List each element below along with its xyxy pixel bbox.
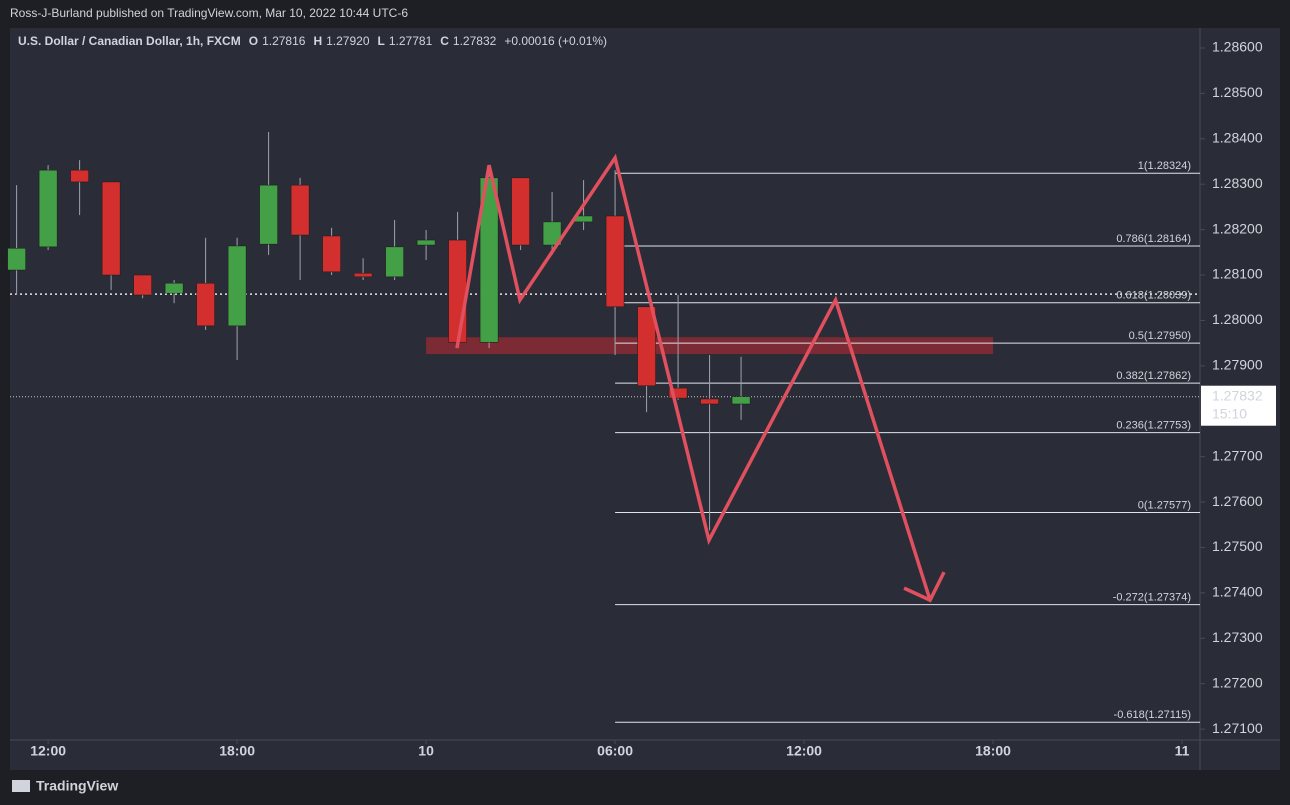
- y-tick-label: 1.27900: [1212, 357, 1263, 373]
- legend-ohlc: C: [440, 34, 449, 48]
- candle-body: [227, 245, 247, 327]
- countdown: 15:10: [1212, 405, 1247, 421]
- candle-body: [290, 184, 310, 236]
- candle-body: [353, 272, 373, 278]
- candle-body: [38, 169, 58, 248]
- y-tick-label: 1.28300: [1212, 175, 1263, 191]
- publisher: Ross-J-Burland published on TradingView.…: [10, 6, 408, 20]
- x-tick-label: 06:00: [597, 743, 633, 759]
- legend-ohlc: +0.00016 (+0.01%): [504, 34, 607, 48]
- candle-body: [668, 387, 688, 399]
- fib-label: 0.5(1.27950): [1129, 330, 1191, 342]
- legend-ohlc: 1.27832: [453, 34, 497, 48]
- y-tick-label: 1.28600: [1212, 39, 1263, 55]
- last-price-label: 1.27832: [1212, 387, 1263, 403]
- fib-label: 0.618(1.28039): [1116, 290, 1191, 302]
- y-tick-label: 1.27200: [1212, 674, 1263, 690]
- last-price-box: [1201, 385, 1276, 426]
- candle-body: [448, 239, 467, 343]
- fib-label: -0.618(1.27115): [1114, 709, 1191, 721]
- y-tick-label: 1.27100: [1212, 720, 1263, 736]
- y-tick-label: 1.28500: [1212, 84, 1263, 100]
- y-tick-label: 1.28400: [1212, 129, 1263, 145]
- y-tick-label: 1.27500: [1212, 538, 1263, 554]
- y-tick-label: 1.28100: [1212, 266, 1263, 282]
- arrow-head: [903, 571, 946, 603]
- candle-body: [70, 169, 89, 183]
- fib-label: -0.272(1.27374): [1113, 592, 1191, 604]
- candle-body: [385, 246, 404, 278]
- chart-panel: [10, 28, 1280, 770]
- y-tick-label: 1.27300: [1212, 629, 1263, 645]
- x-tick-label: 18:00: [219, 743, 255, 759]
- candle-body: [101, 181, 121, 276]
- y-tick-label: 1.28000: [1212, 311, 1263, 327]
- y-tick-label: 1.27700: [1212, 447, 1263, 463]
- legend-ohlc: 1.27816: [262, 34, 306, 48]
- brand-logo: [12, 780, 30, 792]
- fib-label: 0(1.27577): [1138, 499, 1191, 511]
- legend-ohlc: O: [249, 34, 258, 48]
- legend-ohlc: 1.27781: [389, 34, 433, 48]
- candle-body: [7, 247, 26, 271]
- supply-zone: [426, 337, 994, 355]
- y-tick-label: 1.28200: [1212, 220, 1263, 236]
- x-tick-label: 12:00: [30, 743, 66, 759]
- x-tick-label: 18:00: [975, 743, 1011, 759]
- candle-body: [196, 282, 215, 327]
- pattern-drawing: [455, 153, 932, 601]
- x-tick-label: 10: [418, 743, 434, 759]
- candle-body: [542, 221, 562, 246]
- legend-ohlc: L: [378, 34, 385, 48]
- candle-body: [700, 398, 719, 405]
- candle-body: [637, 306, 656, 387]
- fib-label: 1(1.28324): [1138, 160, 1191, 172]
- candle-body: [731, 396, 751, 405]
- fib-label: 0.382(1.27862): [1116, 370, 1191, 382]
- candle-body: [511, 177, 530, 246]
- candle-body: [416, 239, 436, 246]
- x-tick-label: 12:00: [786, 743, 822, 759]
- legend-ohlc: H: [313, 34, 322, 48]
- x-tick-label: 11: [1175, 743, 1190, 759]
- chart-title: U.S. Dollar / Canadian Dollar, 1h, FXCM: [18, 34, 241, 48]
- candle-body: [322, 235, 341, 273]
- y-tick-label: 1.27600: [1212, 493, 1263, 509]
- candle-body: [605, 215, 625, 308]
- y-tick-label: 1.27400: [1212, 584, 1263, 600]
- candle-body: [479, 177, 499, 343]
- fib-label: 0.236(1.27753): [1116, 419, 1191, 431]
- candle-body: [259, 184, 278, 245]
- fib-label: 0.786(1.28164): [1116, 233, 1191, 245]
- candle-body: [133, 274, 152, 296]
- legend-ohlc: 1.27920: [326, 34, 370, 48]
- candle-body: [164, 282, 184, 294]
- brand: TradingView: [36, 778, 118, 794]
